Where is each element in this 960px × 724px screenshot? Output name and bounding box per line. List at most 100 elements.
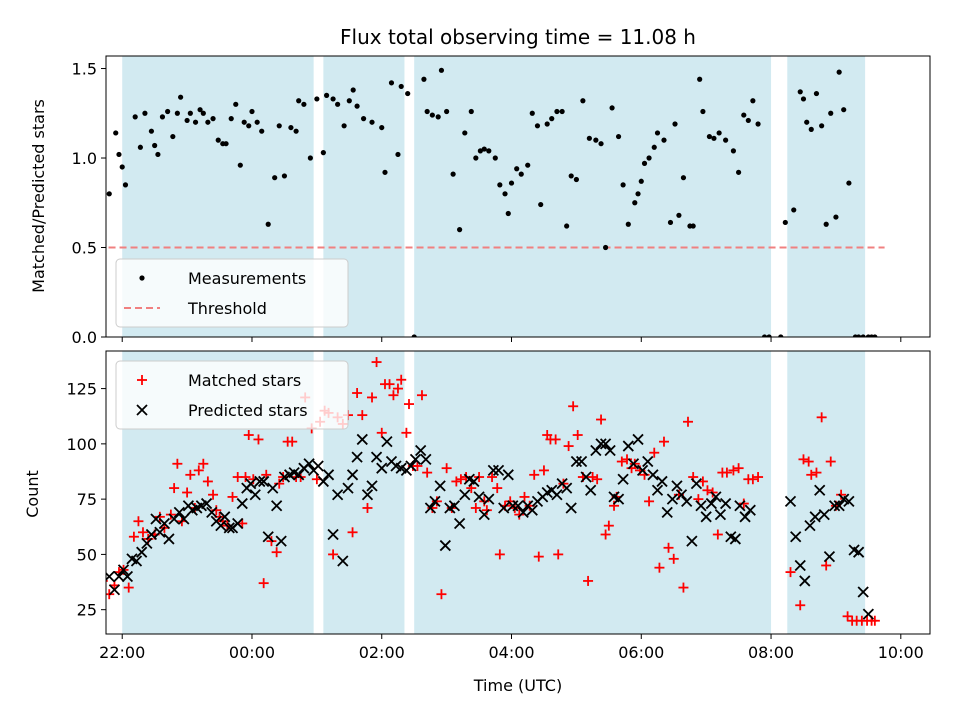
predicted-star-d2 — [671, 480, 683, 492]
predicted-star-point — [405, 460, 417, 472]
measurement-point — [272, 175, 278, 181]
predicted-star-d2 — [303, 458, 315, 470]
matched-star-point — [616, 456, 627, 467]
measurement-point — [846, 180, 852, 186]
measurement-point — [559, 108, 565, 115]
predicted-star-point — [424, 502, 437, 514]
predicted-star-point — [215, 520, 227, 532]
predicted-star-point — [483, 493, 495, 505]
measurement-point — [680, 175, 687, 181]
bottom-y-tick-label: 75 — [77, 490, 97, 509]
measurement-point — [450, 171, 456, 177]
predicted-star-d2 — [651, 484, 664, 496]
predicted-star-point — [828, 500, 841, 512]
predicted-star-d2 — [262, 531, 274, 543]
predicted-star-point — [232, 517, 244, 530]
predicted-star-d2 — [275, 535, 287, 547]
measurement-point — [514, 166, 520, 172]
measurement-point — [148, 128, 155, 134]
predicted-star-point — [351, 451, 363, 463]
predicted-star-point — [361, 489, 374, 501]
top-y-tick-label: 1.0 — [72, 149, 97, 168]
predicted-star-d2 — [113, 570, 125, 583]
measurement-point — [735, 169, 742, 175]
matched-star-point — [362, 502, 373, 513]
matched-star-point — [533, 551, 544, 562]
measurement-point — [254, 119, 260, 125]
predicted-star-d2 — [848, 544, 860, 556]
top-series-1 — [106, 67, 878, 337]
matched-star-point — [384, 379, 395, 390]
predicted-star-d2 — [178, 513, 190, 525]
predicted-star-point — [262, 531, 274, 543]
measurement-point — [132, 114, 138, 120]
matched-star-point — [455, 474, 466, 485]
measurement-point — [421, 76, 427, 82]
matched-star-point — [798, 454, 809, 465]
top-legend: Measurements Threshold — [115, 258, 349, 328]
predicted-star-d2 — [483, 493, 495, 505]
bottom-panel: 25 50 75 100 125 22:00 00:00 02:00 04:00 06:00 08:… — [66, 350, 931, 662]
measurement-point — [755, 121, 761, 127]
measurement-point — [481, 146, 487, 152]
predicted-star-d2 — [361, 489, 374, 501]
predicted-star-point — [163, 533, 175, 545]
measurement-point — [661, 137, 667, 143]
matched-star-point — [702, 485, 713, 496]
measurement-point — [580, 98, 586, 104]
predicted-star-d2 — [739, 511, 751, 523]
matched-star-point — [842, 611, 853, 622]
predicted-star-d2 — [487, 464, 499, 477]
measurement-point — [706, 133, 713, 140]
legend-label: Matched stars — [188, 371, 301, 390]
predicted-star-d2 — [661, 506, 673, 519]
measurement-point — [335, 101, 341, 107]
predicted-star-point — [799, 575, 811, 587]
predicted-star-d2 — [173, 506, 185, 519]
matched-star-point — [529, 469, 540, 480]
predicted-star-d2 — [390, 460, 402, 472]
measurement-point — [554, 108, 560, 115]
matched-star-point — [328, 549, 339, 560]
predicted-star-point — [651, 484, 664, 496]
matched-star-point — [376, 427, 387, 438]
predicted-star-point — [327, 528, 339, 541]
measurement-point — [638, 178, 644, 184]
predicted-star-point — [492, 464, 505, 477]
predicted-star-d2 — [818, 508, 830, 521]
predicted-star-d2 — [857, 586, 869, 598]
measurement-point — [625, 221, 631, 227]
matched-star-point — [133, 516, 144, 527]
predicted-star-point — [415, 444, 427, 457]
measurement-point — [159, 114, 166, 120]
bottom-y-tick-label: 50 — [77, 545, 97, 564]
matched-star-point — [658, 436, 669, 447]
x-axis-label: Time (UTC) — [473, 676, 562, 695]
measurement-point — [233, 101, 239, 107]
matched-star-point — [600, 529, 611, 540]
predicted-star-point — [113, 570, 125, 583]
predicted-star-d2 — [395, 462, 407, 474]
matched-star-point — [596, 414, 607, 425]
x-tick-label: 22:00 — [99, 643, 145, 662]
predicted-star-point — [150, 513, 162, 525]
measurement-point — [444, 108, 450, 115]
bottom-plot-area — [106, 351, 880, 634]
matched-star-point — [202, 476, 213, 487]
top-observing-window — [414, 56, 772, 337]
top-plot-area — [106, 56, 885, 337]
matched-star-point — [733, 463, 744, 474]
matched-star-point — [663, 542, 674, 553]
predicted-star-point — [322, 469, 335, 481]
matched-star-point — [388, 390, 399, 401]
matched-star-point — [441, 463, 452, 474]
measurement-point — [791, 207, 797, 213]
predicted-star-d2 — [862, 608, 874, 620]
matched-star-point — [470, 502, 481, 513]
predicted-star-point — [700, 511, 712, 523]
predicted-star-d2 — [561, 482, 573, 494]
predicted-star-point — [590, 444, 602, 457]
predicted-star-d2 — [254, 475, 266, 488]
matched-star-point — [587, 472, 598, 483]
predicted-star-d2 — [565, 502, 577, 514]
